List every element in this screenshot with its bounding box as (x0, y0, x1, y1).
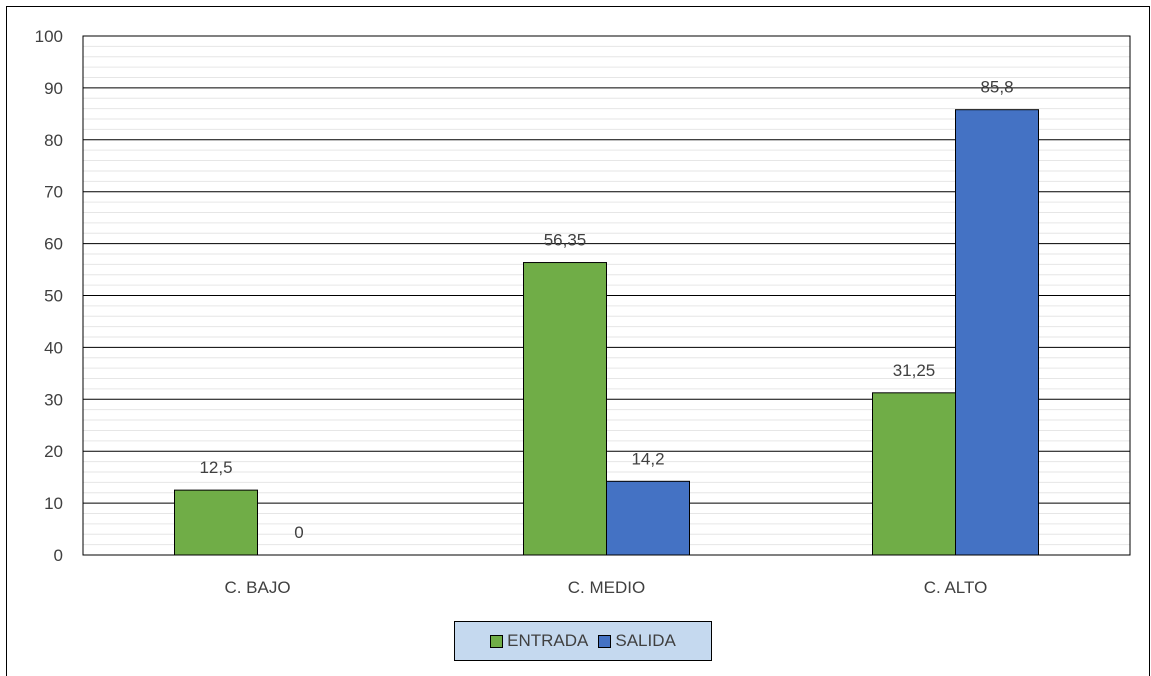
data-label-entrada-1: 56,35 (544, 231, 587, 250)
legend-item-salida: SALIDA (598, 631, 676, 651)
data-label-entrada-2: 31,25 (893, 361, 936, 380)
y-tick-label: 50 (44, 287, 63, 306)
data-label-salida-1: 14,2 (631, 449, 664, 468)
legend-label-salida: SALIDA (615, 631, 676, 650)
y-tick-label: 10 (44, 494, 63, 513)
y-tick-label: 90 (44, 79, 63, 98)
bar-salida-2 (955, 109, 1039, 556)
bar-entrada-1 (523, 262, 607, 556)
bar-salida-1 (606, 480, 690, 556)
y-tick-label: 100 (35, 27, 63, 46)
y-tick-label: 60 (44, 235, 63, 254)
y-tick-label: 30 (44, 390, 63, 409)
y-tick-label: 70 (44, 183, 63, 202)
y-tick-label: 0 (54, 546, 63, 565)
x-category-label: C. BAJO (224, 578, 290, 597)
data-label-salida-2: 85,8 (980, 78, 1013, 97)
y-tick-label: 40 (44, 338, 63, 357)
data-label-entrada-0: 12,5 (199, 458, 232, 477)
data-label-salida-0: 0 (294, 523, 303, 542)
y-tick-label: 20 (44, 442, 63, 461)
legend-item-entrada: ENTRADA (490, 631, 588, 651)
bar-entrada-2 (872, 392, 956, 556)
legend-swatch-salida (598, 634, 612, 648)
legend-label-entrada: ENTRADA (507, 631, 589, 650)
legend-swatch-entrada (490, 634, 504, 648)
y-tick-label: 80 (44, 131, 63, 150)
chart-legend: ENTRADA SALIDA (454, 621, 712, 661)
x-category-label: C. ALTO (924, 578, 988, 597)
x-category-label: C. MEDIO (568, 578, 645, 597)
bar-entrada-0 (174, 489, 258, 556)
